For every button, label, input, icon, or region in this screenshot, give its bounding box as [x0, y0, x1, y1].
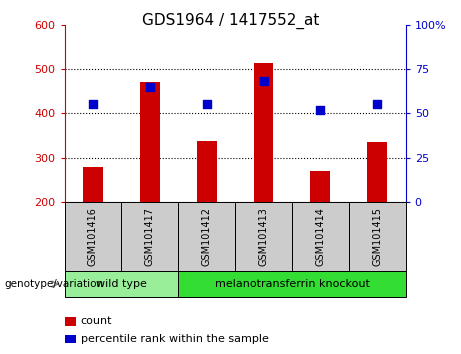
Bar	[65, 317, 76, 326]
Point	[89, 102, 97, 107]
Bar	[349, 202, 406, 271]
Text: count: count	[81, 316, 112, 326]
Bar	[254, 63, 273, 202]
Text: melanotransferrin knockout: melanotransferrin knockout	[214, 279, 369, 289]
Point	[373, 102, 381, 107]
Bar	[65, 271, 178, 297]
Bar	[367, 142, 387, 202]
Text: percentile rank within the sample: percentile rank within the sample	[81, 334, 269, 344]
Bar	[83, 167, 103, 202]
Text: GSM101412: GSM101412	[201, 207, 212, 266]
Bar	[140, 82, 160, 202]
Bar	[235, 202, 292, 271]
Bar	[292, 202, 349, 271]
Point	[146, 84, 154, 90]
Text: GDS1964 / 1417552_at: GDS1964 / 1417552_at	[142, 12, 319, 29]
Text: GSM101416: GSM101416	[88, 207, 98, 266]
Point	[260, 79, 267, 84]
Text: GSM101417: GSM101417	[145, 207, 155, 266]
Text: genotype/variation: genotype/variation	[5, 279, 104, 289]
Bar	[65, 202, 121, 271]
Bar	[310, 171, 331, 202]
Point	[317, 107, 324, 113]
Bar	[197, 141, 217, 202]
Bar	[178, 202, 235, 271]
Text: GSM101413: GSM101413	[259, 207, 269, 266]
Bar	[65, 335, 76, 343]
Bar	[121, 202, 178, 271]
Text: GSM101414: GSM101414	[315, 207, 325, 266]
Text: GSM101415: GSM101415	[372, 207, 382, 266]
Point	[203, 102, 210, 107]
Text: wild type: wild type	[96, 279, 147, 289]
Bar	[178, 271, 406, 297]
